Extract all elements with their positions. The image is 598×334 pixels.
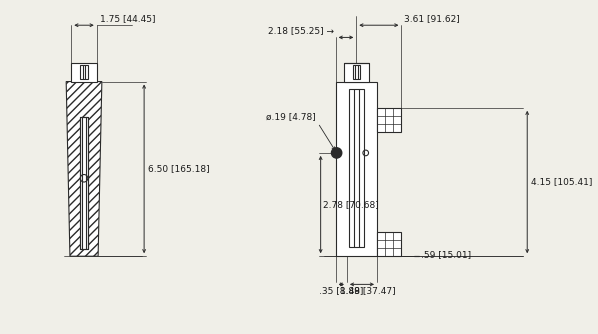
Text: 1.75 [44.45]: 1.75 [44.45] [100, 14, 156, 23]
Text: .59 [15.01]: .59 [15.01] [421, 250, 471, 259]
Bar [344, 63, 369, 81]
Bar [377, 108, 401, 132]
Text: 6.50 [165.18]: 6.50 [165.18] [148, 164, 209, 173]
Text: 4.15 [105.41]: 4.15 [105.41] [531, 178, 593, 186]
Text: ø.19 [4.78]: ø.19 [4.78] [266, 112, 316, 121]
Polygon shape [66, 81, 102, 256]
Text: 2.18 [55.25] →: 2.18 [55.25] → [268, 26, 334, 35]
Bar [349, 89, 364, 247]
Bar [80, 65, 88, 79]
Bar [335, 81, 377, 256]
Bar [353, 65, 360, 79]
Bar [80, 117, 89, 249]
Text: .35 [8.89]: .35 [8.89] [319, 286, 364, 295]
Bar [377, 232, 401, 256]
Text: 3.61 [91.62]: 3.61 [91.62] [404, 14, 460, 23]
Bar [71, 63, 97, 81]
Circle shape [331, 148, 342, 158]
Text: 1.48 [37.47]: 1.48 [37.47] [340, 286, 395, 295]
Text: 2.78 [70.68]: 2.78 [70.68] [322, 200, 379, 209]
